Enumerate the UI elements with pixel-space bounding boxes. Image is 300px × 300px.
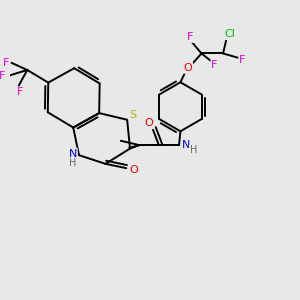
Text: N: N (68, 149, 77, 159)
Text: N: N (182, 140, 190, 149)
Text: F: F (17, 87, 23, 97)
Text: F: F (211, 60, 218, 70)
Text: S: S (129, 110, 136, 120)
Text: F: F (187, 32, 194, 42)
Text: F: F (239, 55, 246, 65)
Text: Cl: Cl (225, 29, 236, 39)
Text: F: F (3, 58, 9, 68)
Text: H: H (69, 158, 76, 168)
Text: F: F (0, 71, 5, 81)
Text: O: O (184, 63, 192, 73)
Text: H: H (190, 145, 197, 155)
Text: O: O (129, 166, 138, 176)
Text: O: O (145, 118, 153, 128)
